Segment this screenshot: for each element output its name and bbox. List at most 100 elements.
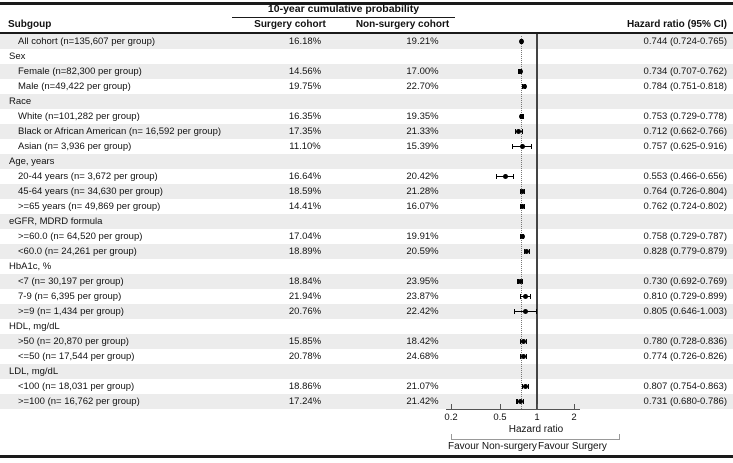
surgery-probability-value: 16.64% [288,171,322,182]
favour-surgery-label: Favour Surgery [538,441,607,452]
axis-tick-label: 1 [534,412,540,423]
row-label: >=60.0 (n= 64,520 per group) [18,231,143,242]
surgery-probability-value: 11.10% [289,141,321,152]
surgery-probability-value: 14.56% [288,66,322,77]
table-row: LDL, mg/dL [0,364,733,379]
favour-non-surgery-label: Favour Non-surgery [448,441,537,452]
table-row: 7-9 (n= 6,395 per group) 21.94% 23.87% 0.81… [0,289,733,304]
surgery-cohort-column-header: Surgery cohort [254,19,326,30]
non-surgery-probability-value: 18.42% [406,336,439,347]
table-row: All cohort (n=135,607 per group) 16.18% 19… [0,34,733,49]
row-label: Male (n=49,422 per group) [18,81,131,92]
table-row: >=60.0 (n= 64,520 per group) 17.04% 19.91%… [0,229,733,244]
hazard-ratio-value: 0.753 (0.729-0.778) [643,111,727,122]
row-label: Sex [9,51,26,62]
hazard-ratio-value: 0.731 (0.680-0.786) [643,396,727,407]
hazard-ratio-value: 0.744 (0.724-0.765) [643,36,727,47]
non-surgery-probability-value: 17.00% [406,66,439,77]
row-label: >=9 (n= 1,434 per group) [18,306,124,317]
table-row: HDL, mg/dL [0,319,733,334]
axis-tick-label: 0.5 [493,412,507,423]
hazard-ratio-value: 0.764 (0.726-0.804) [643,186,727,197]
table-row: <60.0 (n= 24,261 per group) 18.89% 20.59% 0… [0,244,733,259]
table-row: Male (n=49,422 per group) 19.75% 22.70% 0.7… [0,79,733,94]
axis-line [446,404,580,410]
table-row: eGFR, MDRD formula [0,214,733,229]
cumulative-probability-header: 10-year cumulative probability [232,3,455,18]
hazard-ratio-column-header: Hazard ratio (95% CI) [626,19,727,30]
surgery-probability-value: 18.84% [288,276,322,287]
row-label: Black or African American (n= 16,592 per… [18,126,222,137]
non-surgery-probability-value: 19.91% [406,231,439,242]
hazard-ratio-value: 0.712 (0.662-0.766) [643,126,727,137]
non-surgery-probability-value: 22.70% [406,81,439,92]
surgery-probability-value: 15.85% [288,336,322,347]
table-row: 45-64 years (n= 34,630 per group) 18.59% 2… [0,184,733,199]
hazard-ratio-value: 0.828 (0.779-0.879) [643,246,727,257]
axis-label: Hazard ratio [508,424,564,435]
table-row: <100 (n= 18,031 per group) 18.86% 21.07% 0.… [0,379,733,394]
hazard-ratio-value: 0.784 (0.751-0.818) [643,81,727,92]
surgery-probability-value: 16.35% [288,111,322,122]
surgery-probability-value: 18.59% [288,186,322,197]
row-label: 20-44 years (n= 3,672 per group) [18,171,158,182]
non-surgery-probability-value: 15.39% [406,141,439,152]
row-label: Age, years [9,156,55,167]
axis-tick [451,404,453,409]
non-surgery-probability-value: 23.95% [406,276,439,287]
non-surgery-probability-value: 16.07% [406,201,439,212]
hazard-ratio-value: 0.730 (0.692-0.769) [643,276,727,287]
non-surgery-probability-value: 22.42% [406,306,439,317]
row-label: 7-9 (n= 6,395 per group) [18,291,122,302]
row-label: All cohort (n=135,607 per group) [18,36,156,47]
non-surgery-probability-value: 21.42% [406,396,439,407]
non-surgery-probability-value: 20.42% [406,171,439,182]
non-surgery-probability-value: 23.87% [406,291,439,302]
non-surgery-probability-value: 19.35% [406,111,439,122]
row-label: Race [9,96,32,107]
axis-tick-label: 2 [571,412,577,423]
row-label: eGFR, MDRD formula [9,216,103,227]
surgery-probability-value: 19.75% [288,81,322,92]
row-label: >=65 years (n= 49,869 per group) [18,201,161,212]
surgery-probability-value: 18.86% [288,381,322,392]
bottom-rule [0,455,733,458]
table-body: All cohort (n=135,607 per group) 16.18% 19… [0,34,733,409]
row-label: HbA1c, % [9,261,52,272]
table-row: Sex [0,49,733,64]
row-label: >50 (n= 20,870 per group) [18,336,129,347]
table-row: >=9 (n= 1,434 per group) 20.76% 22.42% 0.80… [0,304,733,319]
surgery-probability-value: 21.94% [288,291,322,302]
axis-tick [537,404,539,409]
row-label: LDL, mg/dL [9,366,59,377]
row-label: <100 (n= 18,031 per group) [18,381,135,392]
surgery-probability-value: 14.41% [288,201,322,212]
table-row: >=100 (n= 16,762 per group) 17.24% 21.42% 0… [0,394,733,409]
table-row: Asian (n= 3,936 per group) 11.10% 15.39% 0.… [0,139,733,154]
row-label: White (n=101,282 per group) [18,111,140,122]
row-label: 45-64 years (n= 34,630 per group) [18,186,163,197]
surgery-probability-value: 16.18% [288,36,322,47]
surgery-probability-value: 17.04% [288,231,322,242]
axis-tick-label: 0.2 [444,412,458,423]
surgery-probability-value: 20.76% [288,306,322,317]
surgery-probability-value: 17.35% [288,126,322,137]
row-label: <7 (n= 30,197 per group) [18,276,124,287]
hazard-ratio-value: 0.757 (0.625-0.916) [643,141,727,152]
hazard-ratio-value: 0.734 (0.707-0.762) [643,66,727,77]
row-label: HDL, mg/dL [9,321,60,332]
row-label: <=50 (n= 17,544 per group) [18,351,135,362]
table-row: Race [0,94,733,109]
row-label: Asian (n= 3,936 per group) [18,141,132,152]
table-row: HbA1c, % [0,259,733,274]
hazard-ratio-value: 0.780 (0.728-0.836) [643,336,727,347]
table-row: >50 (n= 20,870 per group) 15.85% 18.42% 0.7… [0,334,733,349]
subgroup-column-header: Subgoup [8,19,52,30]
non-surgery-cohort-column-header: Non-surgery cohort [355,19,450,30]
hazard-ratio-value: 0.553 (0.466-0.656) [643,171,727,182]
non-surgery-probability-value: 21.07% [406,381,439,392]
hazard-ratio-value: 0.807 (0.754-0.863) [643,381,727,392]
table-row: Female (n=82,300 per group) 14.56% 17.00% 0… [0,64,733,79]
table-row: <=50 (n= 17,544 per group) 20.78% 24.68% 0.… [0,349,733,364]
non-surgery-probability-value: 21.28% [406,186,439,197]
